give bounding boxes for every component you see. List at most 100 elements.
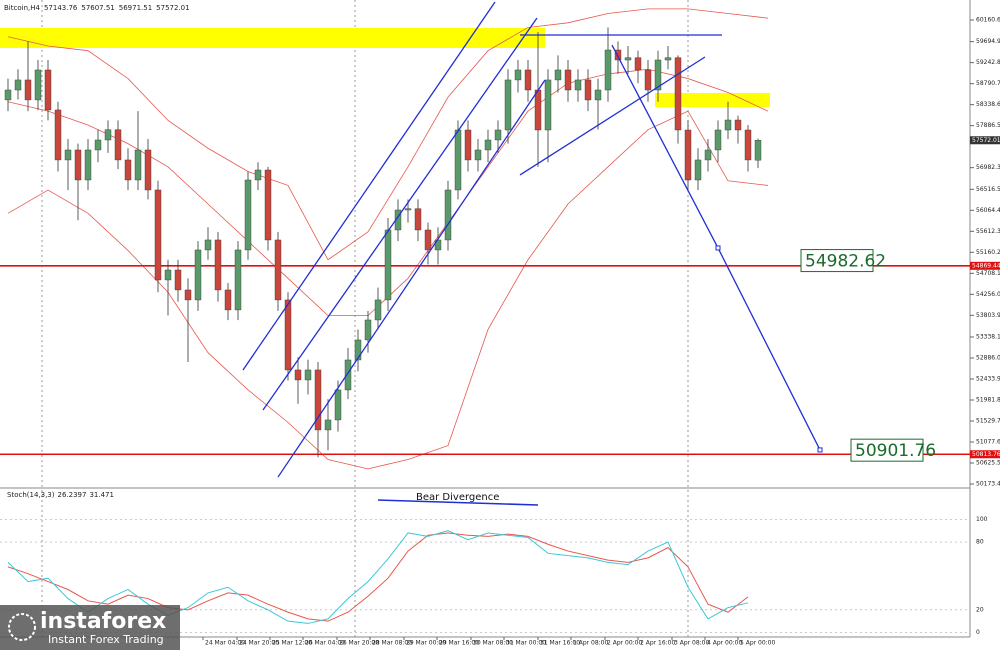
candle-body bbox=[204, 239, 212, 251]
candle-body bbox=[234, 249, 242, 311]
candle-body bbox=[634, 57, 642, 71]
candle-body bbox=[704, 149, 712, 161]
candle-body bbox=[344, 359, 352, 391]
candle-body bbox=[594, 89, 602, 101]
x-tick-label: 26 Mar 04:00 bbox=[305, 640, 345, 647]
candle-body bbox=[274, 239, 282, 301]
x-tick-label: 4 Apr 00:00 bbox=[707, 640, 742, 647]
candle-body bbox=[184, 289, 192, 301]
candle-body bbox=[34, 69, 42, 101]
candle-body bbox=[454, 129, 462, 191]
bollinger-upper bbox=[7, 8, 769, 261]
candle-body bbox=[744, 129, 752, 161]
candle-body bbox=[384, 229, 392, 301]
y-tick-label: 52886.00 bbox=[976, 354, 1000, 361]
current-price-box bbox=[970, 136, 1000, 145]
candle-body bbox=[604, 49, 612, 91]
y-tick-label: 56064.40 bbox=[976, 207, 1000, 214]
x-tick-label: 29 Mar 00:00 bbox=[406, 640, 446, 647]
y-tick-label: 54256.00 bbox=[976, 291, 1000, 298]
x-tick-label: 1 Apr 08:00 bbox=[573, 640, 608, 647]
candle-body bbox=[154, 189, 162, 281]
candle-body bbox=[104, 129, 112, 141]
y-tick-label: 56516.50 bbox=[976, 186, 1000, 193]
stoch-tick-label: 20 bbox=[976, 606, 984, 613]
stoch-header: Stoch(14,3,3) 26.2397 31.471 bbox=[7, 491, 114, 499]
y-tick-label: 50625.50 bbox=[976, 460, 1000, 467]
x-tick-label: 24 Mar 04:00 bbox=[205, 640, 245, 647]
candle-body bbox=[524, 69, 532, 91]
x-tick-label: 5 Apr 00:00 bbox=[740, 640, 775, 647]
candle-body bbox=[144, 149, 152, 191]
candle-body bbox=[364, 319, 372, 341]
stoch-main bbox=[7, 530, 749, 624]
y-tick-label: 60160.60 bbox=[976, 16, 1000, 23]
x-tick-label: 31 Mar 16:00 bbox=[540, 640, 580, 647]
candle-body bbox=[84, 149, 92, 181]
x-tick-label: 24 Mar 20:00 bbox=[239, 640, 279, 647]
candle-body bbox=[264, 169, 272, 241]
y-tick-label: 58338.60 bbox=[976, 101, 1000, 108]
candle-body bbox=[214, 239, 222, 291]
candle-body bbox=[684, 129, 692, 181]
candle-body bbox=[114, 129, 122, 161]
x-tick-label: 3 Apr 08:00 bbox=[674, 640, 709, 647]
target-box bbox=[850, 438, 924, 462]
candle-body bbox=[714, 129, 722, 151]
resistance-zone bbox=[655, 92, 770, 107]
candle-body bbox=[324, 419, 332, 431]
candle-body bbox=[534, 89, 542, 131]
stoch-header-part: 26.2397 bbox=[57, 491, 86, 499]
trendline bbox=[242, 1, 496, 371]
symbol: Bitcoin,H4 bbox=[4, 4, 40, 12]
candle-body bbox=[414, 208, 422, 231]
y-tick-label: 58790.70 bbox=[976, 80, 1000, 87]
candle-body bbox=[254, 169, 262, 181]
candle-body bbox=[134, 149, 142, 181]
candle-body bbox=[504, 79, 512, 131]
candle-body bbox=[564, 69, 572, 91]
y-tick-label: 53803.90 bbox=[976, 312, 1000, 319]
x-tick-label: 28 Mar 08:00 bbox=[372, 640, 412, 647]
candle-body bbox=[294, 369, 302, 381]
x-tick-label: 29 Mar 16:00 bbox=[439, 640, 479, 647]
candle-body bbox=[394, 209, 402, 231]
candle-body bbox=[4, 89, 12, 101]
candle-body bbox=[584, 79, 592, 101]
y-tick-label: 51981.80 bbox=[976, 396, 1000, 403]
level-label-box bbox=[970, 261, 1000, 270]
candle-body bbox=[24, 79, 32, 101]
candle-body bbox=[74, 149, 82, 181]
y-tick-label: 51077.60 bbox=[976, 438, 1000, 445]
y-tick-label: 59242.80 bbox=[976, 59, 1000, 66]
candle-body bbox=[464, 129, 472, 161]
candle-body bbox=[404, 208, 412, 211]
trendline bbox=[277, 79, 546, 478]
candle-body bbox=[164, 269, 172, 281]
x-tick-label: 2 Apr 00:00 bbox=[607, 640, 642, 647]
candle-body bbox=[494, 129, 502, 141]
trendline bbox=[262, 17, 538, 411]
y-tick-label: 54708.10 bbox=[976, 270, 1000, 277]
x-tick-label: 25 Mar 12:00 bbox=[272, 640, 312, 647]
header-price: 57143.76 bbox=[44, 4, 78, 12]
x-tick-label: 30 Mar 08:00 bbox=[473, 640, 513, 647]
candle-body bbox=[424, 229, 432, 251]
y-tick-label: 50173.40 bbox=[976, 481, 1000, 488]
candle-body bbox=[574, 79, 582, 91]
y-tick-label: 52433.90 bbox=[976, 375, 1000, 382]
target-label: 54982.62 bbox=[805, 252, 886, 272]
candle-body bbox=[654, 59, 662, 91]
level-label: 54869.44 bbox=[972, 262, 1000, 269]
candle-body bbox=[514, 69, 522, 81]
candle-body bbox=[474, 149, 482, 161]
level-label: 50813.76 bbox=[972, 451, 1000, 458]
trendline bbox=[519, 56, 706, 176]
candle-body bbox=[224, 289, 232, 311]
candle-body bbox=[54, 109, 62, 161]
candle-body bbox=[544, 79, 552, 131]
target-box bbox=[800, 249, 874, 273]
candle-body bbox=[754, 140, 762, 161]
